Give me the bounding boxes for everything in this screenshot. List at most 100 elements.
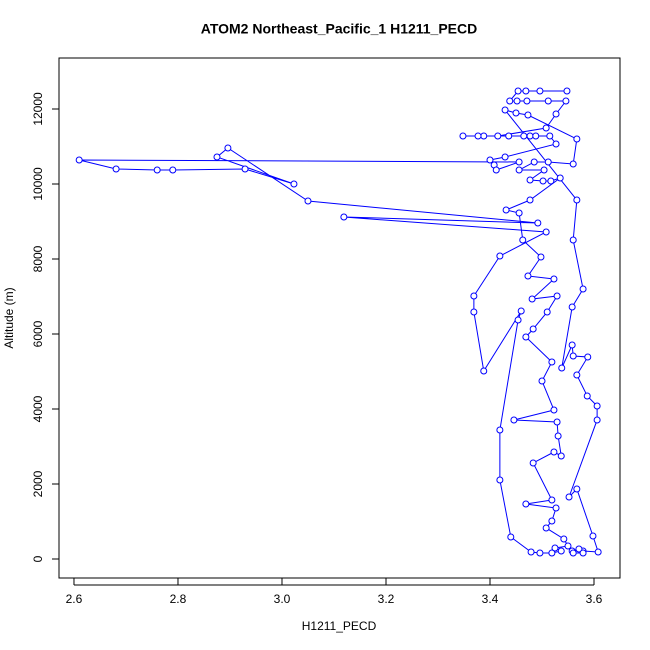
data-point bbox=[112, 165, 120, 173]
data-point bbox=[557, 547, 565, 555]
data-point bbox=[529, 325, 537, 333]
data-point bbox=[470, 308, 478, 316]
data-point bbox=[520, 132, 528, 140]
data-point bbox=[593, 416, 601, 424]
data-point bbox=[544, 158, 552, 166]
data-point bbox=[496, 252, 504, 260]
data-point bbox=[501, 153, 509, 161]
data-point bbox=[569, 236, 577, 244]
data-point bbox=[584, 353, 592, 361]
data-point bbox=[562, 97, 570, 105]
plot-frame bbox=[58, 57, 621, 579]
data-point bbox=[543, 308, 551, 316]
data-point bbox=[593, 402, 601, 410]
data-point bbox=[480, 367, 488, 375]
data-point bbox=[551, 544, 559, 552]
y-tick-label: 10000 bbox=[31, 167, 45, 201]
data-point bbox=[532, 132, 540, 140]
data-point bbox=[560, 535, 568, 543]
data-point bbox=[568, 303, 576, 311]
data-point bbox=[538, 377, 546, 385]
data-point bbox=[480, 132, 488, 140]
data-point bbox=[550, 448, 558, 456]
y-tick-label: 8000 bbox=[31, 245, 45, 272]
data-point bbox=[544, 97, 552, 105]
data-point bbox=[553, 292, 561, 300]
data-point bbox=[583, 392, 591, 400]
data-point bbox=[515, 209, 523, 217]
data-point bbox=[241, 165, 249, 173]
data-point bbox=[514, 316, 522, 324]
data-point bbox=[550, 275, 558, 283]
data-point bbox=[550, 406, 558, 414]
data-point bbox=[474, 132, 482, 140]
x-axis-label: H1211_PECD bbox=[302, 619, 377, 633]
data-point bbox=[565, 493, 573, 501]
data-point bbox=[514, 87, 522, 95]
data-point bbox=[579, 285, 587, 293]
data-point bbox=[510, 416, 518, 424]
data-point bbox=[524, 111, 532, 119]
data-point bbox=[75, 156, 83, 164]
data-point bbox=[530, 158, 538, 166]
data-point bbox=[496, 476, 504, 484]
data-point bbox=[506, 97, 514, 105]
x-tick-label: 3.2 bbox=[378, 592, 395, 606]
data-point bbox=[568, 341, 576, 349]
data-point bbox=[522, 87, 530, 95]
data-point bbox=[563, 87, 571, 95]
data-point bbox=[564, 542, 572, 550]
data-point bbox=[552, 140, 560, 148]
data-point bbox=[213, 153, 221, 161]
x-tick-label: 2.6 bbox=[66, 592, 83, 606]
data-point bbox=[589, 532, 597, 540]
data-point bbox=[524, 272, 532, 280]
y-tick-label: 12000 bbox=[31, 92, 45, 126]
data-point bbox=[526, 196, 534, 204]
data-point bbox=[523, 97, 531, 105]
data-point bbox=[459, 132, 467, 140]
data-point bbox=[569, 549, 577, 557]
data-point bbox=[575, 545, 583, 553]
data-point bbox=[501, 106, 509, 114]
data-point bbox=[542, 124, 550, 132]
data-point bbox=[537, 253, 545, 261]
data-point bbox=[512, 109, 520, 117]
data-point bbox=[556, 174, 564, 182]
data-point bbox=[569, 352, 577, 360]
data-point bbox=[526, 132, 534, 140]
data-point bbox=[553, 418, 561, 426]
y-tick-label: 2000 bbox=[31, 470, 45, 497]
y-tick-label: 6000 bbox=[31, 320, 45, 347]
data-point bbox=[557, 452, 565, 460]
data-point bbox=[542, 228, 550, 236]
data-point bbox=[522, 500, 530, 508]
data-point bbox=[515, 158, 523, 166]
data-point bbox=[573, 196, 581, 204]
data-point bbox=[492, 166, 500, 174]
data-point bbox=[573, 485, 581, 493]
data-point bbox=[552, 110, 560, 118]
data-point bbox=[548, 517, 556, 525]
data-point bbox=[539, 177, 547, 185]
data-point bbox=[534, 219, 542, 227]
x-tick-label: 3.0 bbox=[274, 592, 291, 606]
data-point bbox=[552, 504, 560, 512]
x-tick-label: 3.6 bbox=[586, 592, 603, 606]
data-point bbox=[546, 132, 554, 140]
data-point bbox=[505, 132, 513, 140]
data-point bbox=[540, 166, 548, 174]
chart-title: ATOM2 Northeast_Pacific_1 H1211_PECD bbox=[201, 21, 478, 37]
data-point bbox=[526, 176, 534, 184]
data-point bbox=[548, 358, 556, 366]
data-point bbox=[502, 206, 510, 214]
data-point bbox=[594, 548, 602, 556]
data-point bbox=[542, 524, 550, 532]
data-point bbox=[522, 333, 530, 341]
data-point bbox=[569, 160, 577, 168]
x-tick-label: 3.4 bbox=[482, 592, 499, 606]
data-point bbox=[515, 166, 523, 174]
data-point bbox=[513, 97, 521, 105]
data-point bbox=[169, 166, 177, 174]
